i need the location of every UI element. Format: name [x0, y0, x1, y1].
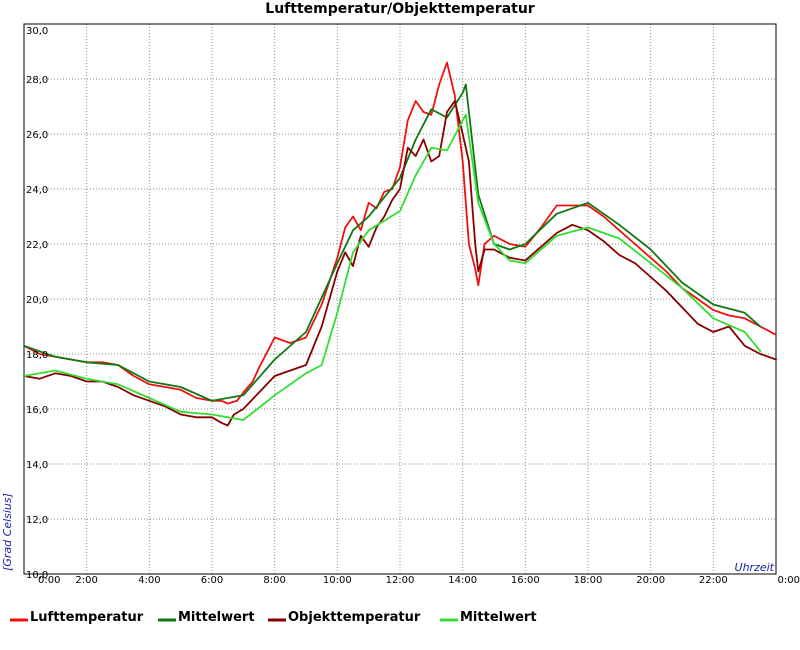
x-axis-label: Uhrzeit — [735, 561, 775, 574]
x-tick-label: 6:00 — [201, 575, 223, 586]
grid — [24, 24, 776, 574]
legend: Lufttemperatur Mittelwert Objekttemperatur… — [10, 610, 537, 625]
x-tick-label: 0:00 — [38, 575, 60, 586]
legend-label: Mittelwert — [178, 610, 255, 625]
x-tick-label: 14:00 — [448, 575, 477, 586]
x-tick-label: 0:00 — [778, 575, 800, 586]
y-tick-label: 16,0 — [26, 405, 48, 416]
y-tick-label: 22,0 — [26, 240, 48, 251]
legend-label: Lufttemperatur — [30, 610, 144, 625]
x-tick-label: 22:00 — [699, 575, 728, 586]
chart-title: Lufttemperatur/Objekttemperatur — [265, 1, 535, 17]
series-line-2 — [23, 83, 762, 402]
series-line-1 — [23, 61, 777, 405]
y-tick-label: 10,0 — [26, 570, 48, 581]
legend-label: Objekttemperatur — [288, 610, 421, 625]
legend-label: Mittelwert — [460, 610, 537, 625]
series-layer — [23, 61, 777, 427]
y-tick-label: 14,0 — [26, 460, 48, 471]
y-tick-label: 28,0 — [26, 75, 48, 86]
y-tick-label: 26,0 — [26, 130, 48, 141]
x-tick-label: 12:00 — [386, 575, 415, 586]
x-tick-label: 18:00 — [574, 575, 603, 586]
x-tick-label: 2:00 — [75, 575, 97, 586]
y-axis-label: [Grad Celsius] — [1, 493, 14, 571]
x-tick-label: 10:00 — [323, 575, 352, 586]
y-tick-label: 30,0 — [26, 26, 48, 37]
series-line-4 — [23, 113, 762, 421]
y-tick-label: 12,0 — [26, 515, 48, 526]
series-line-3 — [23, 100, 777, 427]
x-tick-label: 8:00 — [263, 575, 285, 586]
y-tick-label: 24,0 — [26, 185, 48, 196]
y-tick-label: 20,0 — [26, 295, 48, 306]
y-axis: 10,0 12,0 14,0 16,0 18,0 20,0 22,0 24,0 26,0 28,0… — [26, 26, 48, 581]
y-tick-label: 18,0 — [26, 350, 48, 361]
x-tick-label: 16:00 — [511, 575, 540, 586]
plot-frame — [23, 23, 777, 575]
x-axis: 0:00 2:00 4:00 6:00 8:00 10:00 12:00 14:00 16:00… — [38, 575, 800, 586]
x-tick-label: 20:00 — [636, 575, 665, 586]
x-tick-label: 4:00 — [138, 575, 160, 586]
